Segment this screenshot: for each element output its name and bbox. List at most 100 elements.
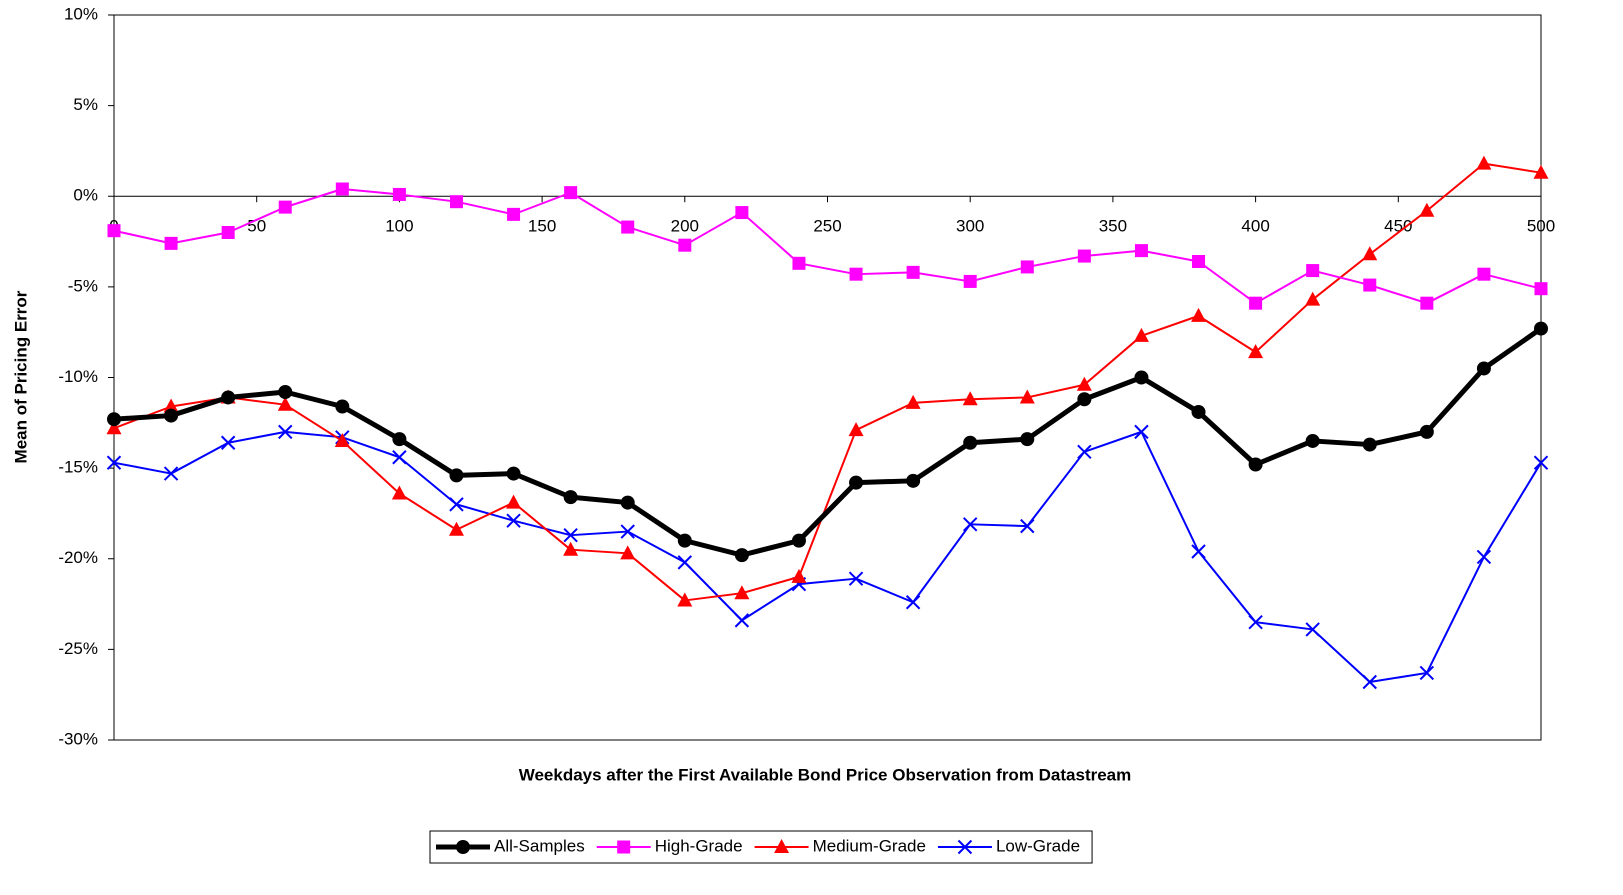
marker [1476,361,1491,376]
marker [957,839,973,855]
series-line [113,188,1542,305]
marker [1477,267,1491,281]
marker [1534,321,1548,336]
marker [621,220,635,234]
marker [1248,457,1263,472]
legend: All-Samples High-Grade Medium-Grade Low-Gra… [429,830,1093,864]
marker [506,513,521,528]
marker [962,517,978,532]
marker [1362,246,1378,261]
marker [1192,255,1206,268]
marker [849,475,864,490]
y-tick-label: -10% [58,367,98,386]
x-tick-label: 100 [385,217,413,236]
marker [449,497,464,512]
marker [1420,296,1434,310]
marker [1191,404,1206,419]
marker [334,432,350,447]
y-axis-label: Mean of Pricing Error [11,290,30,463]
legend-label: Medium-Grade [813,836,926,855]
marker [735,206,749,220]
marker [449,195,463,209]
marker [1248,344,1264,359]
marker [1362,437,1377,452]
marker [906,473,921,488]
marker [1134,370,1149,385]
marker [1362,674,1377,690]
marker [1076,376,1092,391]
marker [1305,291,1321,306]
marker [677,533,692,548]
marker [1077,392,1092,407]
marker [392,432,407,447]
marker [107,412,121,427]
marker [620,545,636,560]
marker [734,585,750,600]
marker [220,435,236,450]
marker [734,613,750,628]
marker [620,524,635,539]
marker [774,839,790,853]
marker [278,385,293,399]
series-line [113,326,1543,558]
marker [963,435,978,450]
marker [1305,622,1320,637]
legend-label: Low-Grade [996,836,1080,855]
marker [1419,665,1435,681]
marker [277,396,293,411]
marker [335,182,349,196]
y-tick-label: -30% [58,729,98,748]
marker [1533,164,1549,179]
x-tick-label: 500 [1527,217,1555,236]
marker [1249,296,1263,310]
marker [563,541,579,556]
marker [849,267,863,281]
series-line [113,430,1542,683]
marker [905,595,921,610]
marker [1306,264,1320,278]
marker [278,200,292,214]
x-axis-label: Weekdays after the First Available Bond … [519,765,1132,784]
marker [1534,282,1548,296]
marker [106,420,122,435]
legend-label: High-Grade [655,836,743,855]
x-tick-label: 350 [1099,217,1127,236]
marker [564,186,578,200]
y-tick-label: 5% [73,95,98,114]
marker [449,468,464,483]
marker [107,224,121,238]
marker [164,408,179,423]
y-tick-label: -5% [68,276,98,295]
marker [392,450,407,465]
marker [506,466,521,481]
marker [678,238,692,252]
marker [456,840,470,854]
y-tick-label: -15% [58,458,98,477]
marker [1134,424,1149,440]
legend-label: All-Samples [494,836,585,855]
marker [1476,155,1492,170]
marker [278,424,293,440]
marker [163,466,179,481]
marker [563,527,578,543]
x-tick-label: 450 [1384,217,1412,236]
marker [620,495,635,510]
x-tick-label: 400 [1241,217,1269,236]
marker [163,398,179,413]
marker [734,548,749,563]
marker [1133,327,1149,342]
y-tick-label: 0% [73,186,98,205]
marker [1533,455,1549,470]
x-tick-label: 300 [956,217,984,236]
marker [1019,389,1035,404]
y-tick-label: -25% [58,639,98,658]
marker [221,390,236,405]
marker [677,555,693,570]
marker [1248,614,1263,630]
marker [1419,202,1435,217]
marker [506,494,522,509]
marker [563,490,578,505]
marker [106,455,122,470]
x-tick-label: 150 [528,217,556,236]
